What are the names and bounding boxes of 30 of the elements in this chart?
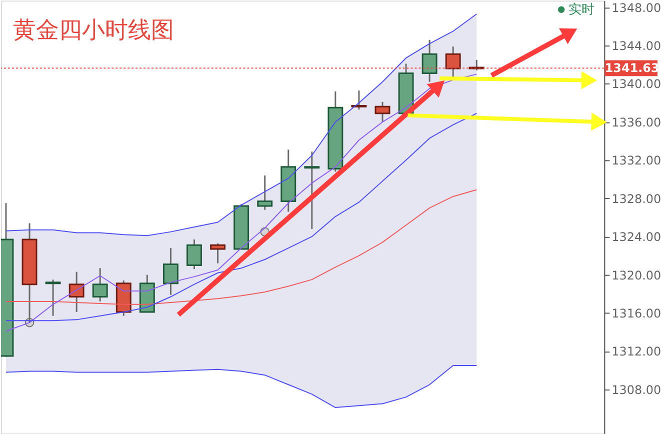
candlestick: [422, 39, 438, 83]
y-tick-label: 1336.00: [612, 115, 661, 130]
line-series: [5, 14, 478, 236]
ref-line-label: 1341.63: [604, 61, 660, 76]
y-tick-label: 1320.00: [612, 268, 661, 282]
y-tick-label: 1348.00: [612, 0, 661, 15]
y-tick-label: 1308.00: [612, 382, 661, 397]
y-tick-label: 1324.00: [612, 230, 661, 244]
y-tick-label: 1344.00: [612, 39, 661, 54]
y-tick-label: 1332.00: [612, 154, 661, 168]
y-tick-label: 1312.00: [612, 344, 661, 359]
candlestick: [162, 247, 178, 296]
candlestick: [45, 278, 61, 317]
y-tick-label: 1340.00: [612, 77, 661, 92]
line-series: [5, 189, 478, 305]
candlestick: [186, 238, 202, 270]
y-tick-label: 1328.00: [612, 192, 661, 206]
line-series: [5, 74, 478, 332]
text: 黄金四小时线图: [12, 18, 174, 44]
candlestick: [351, 90, 367, 110]
candlestick: [68, 271, 84, 313]
text: 实时: [568, 2, 594, 18]
candlestick: [92, 267, 108, 302]
candlestick: [210, 242, 226, 264]
line-series: [5, 365, 478, 408]
candlestick: [257, 174, 273, 211]
y-tick-label: 1316.00: [612, 306, 661, 320]
candlestick: [374, 101, 390, 123]
candlestick: [445, 46, 461, 79]
candlestick: [304, 150, 320, 230]
